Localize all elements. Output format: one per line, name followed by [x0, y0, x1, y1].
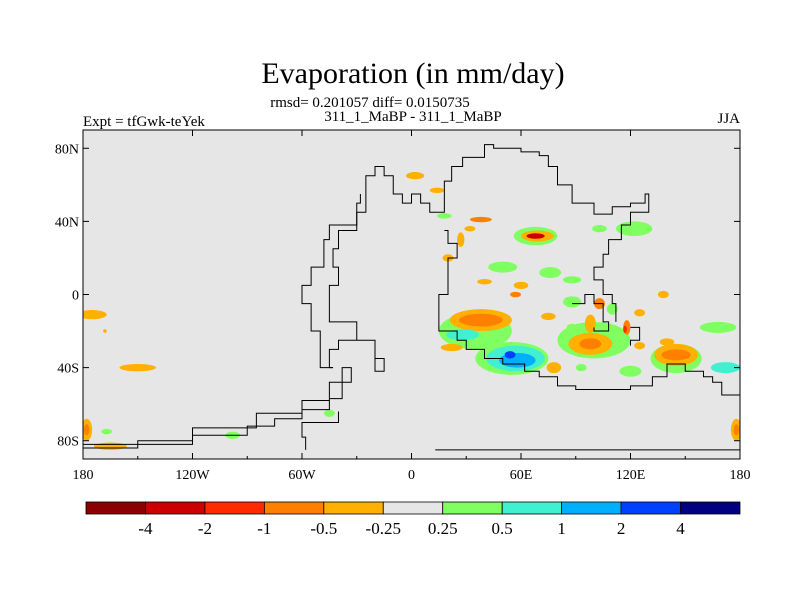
field-anomaly-23: [477, 278, 492, 285]
coastline-4: [301, 411, 339, 450]
colorbar-box-6: [442, 501, 503, 515]
field-anomaly-60: [103, 329, 107, 333]
colorbar-box-3: [263, 501, 325, 515]
coastline-2: [328, 166, 439, 372]
field-anomaly-10: [437, 213, 452, 219]
colorbar-label-8: 2: [617, 519, 626, 538]
field-anomaly-35: [499, 352, 536, 368]
field-anomaly-32: [440, 343, 463, 352]
field-anomaly-1: [119, 363, 156, 372]
colorbar-box-9: [620, 501, 681, 515]
colorbar-label-9: 4: [676, 519, 685, 538]
colorbar-label-0: -4: [138, 519, 153, 538]
field-anomaly-26: [562, 296, 582, 308]
field-anomaly-20: [488, 261, 518, 273]
field-anomaly-17: [526, 233, 545, 239]
coastline-7: [572, 294, 610, 332]
field-anomaly-31: [446, 329, 480, 341]
y-tick-label-4: 80S: [57, 435, 79, 450]
field-anomaly-55: [699, 321, 737, 333]
field-anomaly-53: [661, 349, 691, 361]
colorbar-box-7: [501, 501, 563, 515]
field-anomaly-11: [469, 216, 492, 223]
coastline-3: [301, 193, 361, 369]
field-anomaly-41: [579, 338, 602, 350]
field-anomaly-42: [584, 314, 596, 333]
field-anomaly-22: [562, 276, 582, 284]
colorbar-label-5: 0.25: [428, 519, 458, 538]
colorbar-box-1: [145, 501, 206, 515]
colorbar-label-7: 1: [557, 519, 566, 538]
plot-background: [83, 130, 740, 459]
x-tick-label-0: 180: [73, 468, 94, 483]
season-label: JJA: [717, 111, 740, 127]
colorbar-box-10: [680, 501, 741, 515]
field-anomaly-56: [710, 362, 740, 374]
field-anomaly-46: [606, 303, 618, 315]
field-anomaly-7: [323, 409, 335, 417]
y-axis: 80N 40N 0 40S 80S: [55, 142, 740, 450]
field-anomaly-37: [546, 362, 562, 374]
colorbar-label-6: 0.5: [492, 519, 513, 538]
colorbar-box-0: [85, 501, 146, 515]
field-anomaly-9: [429, 187, 445, 194]
field-anomaly-2: [93, 442, 127, 450]
comparison-label: 311_1_MaBP - 311_1_MaBP: [324, 109, 502, 125]
evaporation-field: [83, 172, 740, 450]
x-axis: 180 120W 60W 0 60E 120E 180: [73, 130, 751, 483]
field-anomaly-12: [464, 225, 476, 232]
field-anomaly-8: [406, 172, 425, 180]
experiment-label: Expt = tfGwk-teYek: [83, 114, 205, 130]
field-anomaly-5: [101, 428, 113, 435]
coastline-5: [438, 144, 650, 322]
field-anomaly-38: [575, 363, 587, 372]
field-anomaly-59: [657, 290, 669, 299]
field-anomaly-21: [539, 267, 562, 279]
y-tick-label-2: 0: [72, 289, 79, 304]
y-tick-label-1: 40N: [55, 215, 79, 230]
field-anomaly-30: [458, 313, 503, 327]
y-tick-label-3: 40S: [57, 362, 79, 377]
x-tick-label-4: 60E: [510, 468, 533, 483]
colorbar-box-8: [561, 501, 622, 515]
field-anomaly-47: [634, 342, 646, 350]
colorbar-label-4: -0.25: [366, 519, 401, 538]
coastline-6: [438, 230, 740, 408]
field-anomaly-25: [510, 291, 521, 298]
field-anomaly-45: [623, 325, 627, 333]
field-anomaly-18: [592, 225, 607, 233]
colorbar-label-3: -0.5: [310, 519, 337, 538]
colorbar-label-1: -2: [198, 519, 212, 538]
stats-line: rmsd= 0.201057 diff= 0.0150735: [270, 95, 470, 111]
field-anomaly-4: [83, 424, 90, 436]
field-anomaly-36: [504, 351, 516, 359]
field-anomaly-50: [634, 309, 646, 317]
land-outlines: [83, 144, 740, 451]
field-anomaly-24: [513, 281, 529, 290]
colorbar-box-5: [382, 501, 444, 515]
field-anomaly-27: [541, 312, 556, 321]
field-anomaly-0: [83, 310, 107, 320]
x-tick-label-2: 60W: [288, 468, 316, 483]
chart-title: Evaporation (in mm/day): [261, 57, 564, 90]
colorbar-label-2: -1: [257, 519, 271, 538]
y-tick-label-0: 80N: [55, 142, 79, 157]
field-anomaly-54: [659, 338, 675, 346]
colorbar-box-2: [204, 501, 265, 515]
x-tick-label-1: 120W: [175, 468, 210, 483]
field-anomaly-48: [566, 323, 578, 332]
x-tick-label-3: 0: [408, 468, 415, 483]
x-tick-label-5: 120E: [616, 468, 646, 483]
coastline-1: [83, 367, 352, 449]
x-tick-label-6: 180: [730, 468, 751, 483]
colorbar-box-4: [323, 501, 384, 515]
colorbar: -4 -2 -1 -0.5 -0.25 0.25 0.5 1 2 4: [85, 501, 741, 538]
coastline-8: [630, 326, 641, 346]
field-anomaly-49: [619, 365, 642, 377]
field-anomaly-58: [733, 424, 740, 436]
field-anomaly-13: [457, 232, 465, 247]
